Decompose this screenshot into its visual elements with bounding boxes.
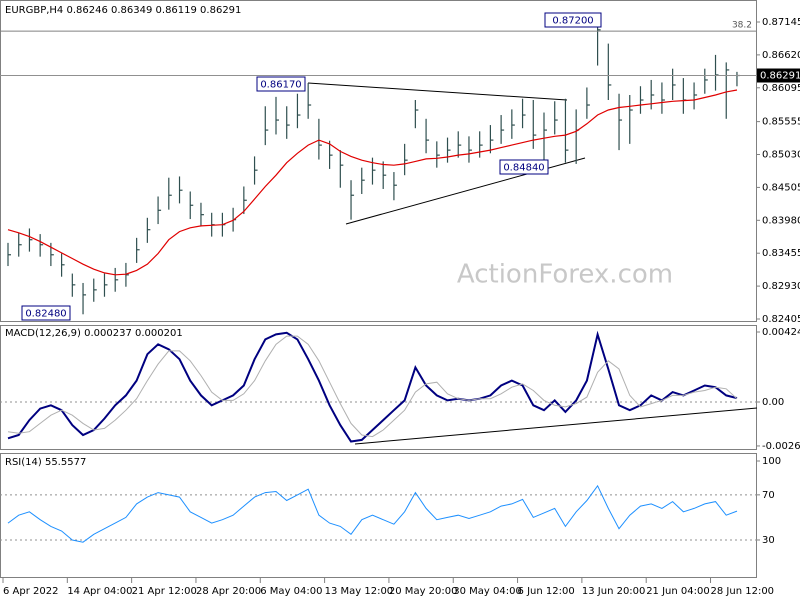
watermark: ActionForex.com (457, 260, 673, 290)
annotation-box (544, 12, 602, 28)
annotation-label: 0.84840 (503, 163, 544, 174)
y-tick-label: 0.82405 (762, 314, 800, 325)
series-line (7, 335, 738, 438)
annotation-label: 0.87200 (552, 16, 593, 27)
x-tick-label: 30 May 04:00 (453, 586, 522, 597)
x-tick-label: 21 Apr 12:00 (132, 586, 197, 597)
y-tick-label: 0.86095 (762, 83, 800, 94)
x-tick-label: 14 Apr 04:00 (67, 586, 132, 597)
macd-title: MACD(12,26,9) 0.000237 0.000201 (5, 328, 183, 339)
y-tick-label: -0.002667 (762, 441, 800, 452)
y-tick-label: 70 (762, 490, 775, 501)
y-tick-label: 0.84505 (762, 182, 800, 193)
series-line (7, 89, 738, 276)
fib-label: 38.2 (732, 21, 752, 31)
chart-title: EURGBP,H4 0.86246 0.86349 0.86119 0.8629… (5, 5, 241, 16)
y-tick-label: 0.85555 (762, 117, 800, 128)
x-tick-label: 13 May 12:00 (325, 586, 394, 597)
y-tick-label: 30 (762, 535, 775, 546)
rsi-title: RSI(14) 55.5577 (5, 457, 86, 468)
annotation-box (21, 305, 71, 321)
annotation-box (499, 159, 549, 175)
x-tick-label: 6 Apr 2022 (3, 586, 58, 597)
y-tick-label: 0.85030 (762, 150, 800, 161)
y-tick-label: 0.004248 (762, 327, 800, 338)
trend-line (354, 407, 758, 445)
rsi-panel (0, 453, 757, 578)
series-line (7, 484, 738, 543)
annotation-label: 0.86170 (260, 80, 301, 91)
y-tick-label: 0.86620 (762, 50, 800, 61)
series-line (7, 330, 738, 443)
x-tick-label: 6 May 04:00 (260, 586, 322, 597)
macd-panel (0, 325, 757, 450)
x-tick-label: 28 Jun 12:00 (711, 586, 775, 597)
trend-line (307, 82, 568, 101)
y-tick-label: 0.82930 (762, 281, 800, 292)
x-tick-label: 13 Jun 20:00 (582, 586, 646, 597)
y-tick-label: 0.87145 (762, 17, 800, 28)
x-tick-label: 21 Jun 04:00 (646, 586, 710, 597)
y-tick-label: 0.83980 (762, 215, 800, 226)
annotation-box (256, 76, 306, 92)
current-price-label: 0.86291 (760, 71, 800, 82)
current-price-box (757, 68, 800, 83)
x-tick-label: 6 Jun 12:00 (518, 586, 575, 597)
x-tick-label: 20 May 20:00 (389, 586, 458, 597)
x-tick-label: 28 Apr 20:00 (196, 586, 261, 597)
y-tick-label: 100 (762, 456, 781, 467)
annotation-label: 0.82480 (25, 309, 66, 320)
y-tick-label: 0.00 (762, 397, 784, 408)
y-tick-label: 0.83455 (762, 248, 800, 259)
